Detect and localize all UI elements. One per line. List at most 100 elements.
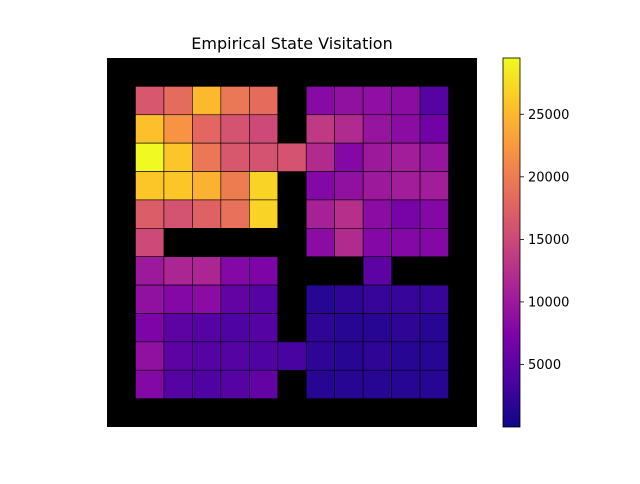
heatmap-cell-r11-c8: [334, 369, 364, 399]
heatmap-cell-r6-c11: [419, 228, 449, 257]
heatmap-cell-r9-c10: [391, 313, 421, 343]
heatmap-cell-r4-c9: [362, 171, 392, 201]
heatmap-cell-r6-c7: [305, 228, 335, 257]
heatmap-cell-r8-c2: [163, 284, 193, 314]
heatmap-cell-r10-c10: [391, 341, 421, 371]
heatmap-cell-r10-c7: [305, 341, 335, 371]
heatmap-cell-r8-c11: [419, 284, 449, 314]
colorbar-tick-label: 25000: [528, 108, 569, 123]
heatmap-cell-r3-c4: [220, 142, 250, 172]
heatmap-cell-r5-c3: [192, 199, 222, 229]
heatmap-cell-r4-c10: [391, 171, 421, 201]
heatmap-cell-r1-c11: [419, 86, 449, 116]
heatmap-cell-r1-c8: [334, 86, 364, 116]
colorbar-tick-label: 20000: [528, 170, 569, 185]
heatmap-cell-r5-c11: [419, 199, 449, 229]
heatmap-cell-r1-c9: [362, 86, 392, 116]
heatmap-cell-r7-c2: [163, 256, 193, 286]
heatmap-cell-r10-c1: [135, 341, 165, 371]
heatmap-cell-r4-c4: [220, 171, 250, 201]
heatmap-cell-r9-c3: [192, 313, 222, 343]
colorbar-tick-label: 10000: [528, 295, 569, 310]
heatmap-cell-r5-c9: [362, 199, 392, 229]
heatmap-cell-r8-c1: [135, 284, 165, 314]
heatmap-cell-r2-c7: [305, 114, 335, 144]
heatmap-cell-r9-c1: [135, 313, 165, 343]
heatmap-cell-r3-c1: [135, 142, 165, 172]
heatmap-cell-r4-c11: [419, 171, 449, 201]
heatmap-cell-r10-c2: [163, 341, 193, 371]
heatmap-cell-r6-c8: [334, 228, 364, 257]
heatmap-cell-r3-c6: [277, 142, 307, 172]
heatmap-cell-r9-c9: [362, 313, 392, 343]
heatmap-cell-r8-c8: [334, 284, 364, 314]
heatmap-cell-r7-c9: [362, 256, 392, 286]
heatmap-cell-r11-c11: [419, 369, 449, 399]
heatmap-cell-r3-c11: [419, 142, 449, 172]
heatmap-cell-r8-c7: [305, 284, 335, 314]
heatmap-cell-r2-c2: [163, 114, 193, 144]
heatmap-cell-r11-c3: [192, 369, 222, 399]
chart-title: Empirical State Visitation: [191, 34, 392, 53]
heatmap-cell-r5-c7: [305, 199, 335, 229]
heatmap-cell-r8-c9: [362, 284, 392, 314]
heatmap-cell-r3-c10: [391, 142, 421, 172]
heatmap-cell-r7-c1: [135, 256, 165, 286]
heatmap-cell-r8-c10: [391, 284, 421, 314]
heatmap-cell-r11-c10: [391, 369, 421, 399]
heatmap-cell-r2-c5: [249, 114, 279, 144]
heatmap-cell-r4-c3: [192, 171, 222, 201]
heatmap-cell-r5-c4: [220, 199, 250, 229]
heatmap-cell-r3-c3: [192, 142, 222, 172]
heatmap-cell-r6-c9: [362, 228, 392, 257]
heatmap-cell-r10-c9: [362, 341, 392, 371]
heatmap-grid: [107, 58, 477, 427]
heatmap-cell-r2-c1: [135, 114, 165, 144]
heatmap-cell-r1-c2: [163, 86, 193, 116]
heatmap-cell-r2-c3: [192, 114, 222, 144]
heatmap-cell-r10-c3: [192, 341, 222, 371]
heatmap-cell-r1-c3: [192, 86, 222, 116]
heatmap-cell-r2-c8: [334, 114, 364, 144]
heatmap-cell-r9-c5: [249, 313, 279, 343]
heatmap-cell-r4-c1: [135, 171, 165, 201]
heatmap-cell-r4-c5: [249, 171, 279, 201]
heatmap-cell-r1-c5: [249, 86, 279, 116]
heatmap-cell-r10-c5: [249, 341, 279, 371]
colorbar-gradient: [502, 57, 521, 428]
heatmap-cell-r3-c9: [362, 142, 392, 172]
heatmap-cell-r7-c3: [192, 256, 222, 286]
heatmap-cell-r7-c4: [220, 256, 250, 286]
heatmap-cell-r1-c10: [391, 86, 421, 116]
heatmap-cell-r3-c7: [305, 142, 335, 172]
heatmap-cell-r8-c4: [220, 284, 250, 314]
heatmap-cell-r10-c11: [419, 341, 449, 371]
heatmap-cell-r11-c1: [135, 369, 165, 399]
heatmap-cell-r9-c11: [419, 313, 449, 343]
heatmap-cell-r9-c7: [305, 313, 335, 343]
heatmap-cell-r3-c8: [334, 142, 364, 172]
heatmap-cell-r4-c2: [163, 171, 193, 201]
heatmap-cell-r3-c2: [163, 142, 193, 172]
heatmap-cell-r10-c4: [220, 341, 250, 371]
heatmap-cell-r11-c7: [305, 369, 335, 399]
heatmap-cell-r4-c8: [334, 171, 364, 201]
heatmap-cell-r8-c5: [249, 284, 279, 314]
colorbar: 5000 10000 15000 20000 25000: [502, 57, 569, 428]
heatmap-cell-r5-c5: [249, 199, 279, 229]
heatmap-cell-r6-c1: [135, 228, 165, 257]
heatmap-cell-r2-c4: [220, 114, 250, 144]
heatmap-cell-r11-c2: [163, 369, 193, 399]
heatmap-cell-r11-c5: [249, 369, 279, 399]
heatmap-cell-r10-c6: [277, 341, 307, 371]
heatmap-cell-r9-c8: [334, 313, 364, 343]
heatmap-cell-r1-c4: [220, 86, 250, 116]
heatmap-cell-r4-c7: [305, 171, 335, 201]
heatmap-cell-r11-c9: [362, 369, 392, 399]
heatmap-cell-r2-c11: [419, 114, 449, 144]
heatmap-cell-r6-c10: [391, 228, 421, 257]
heatmap-cell-r8-c3: [192, 284, 222, 314]
heatmap-cell-r10-c8: [334, 341, 364, 371]
